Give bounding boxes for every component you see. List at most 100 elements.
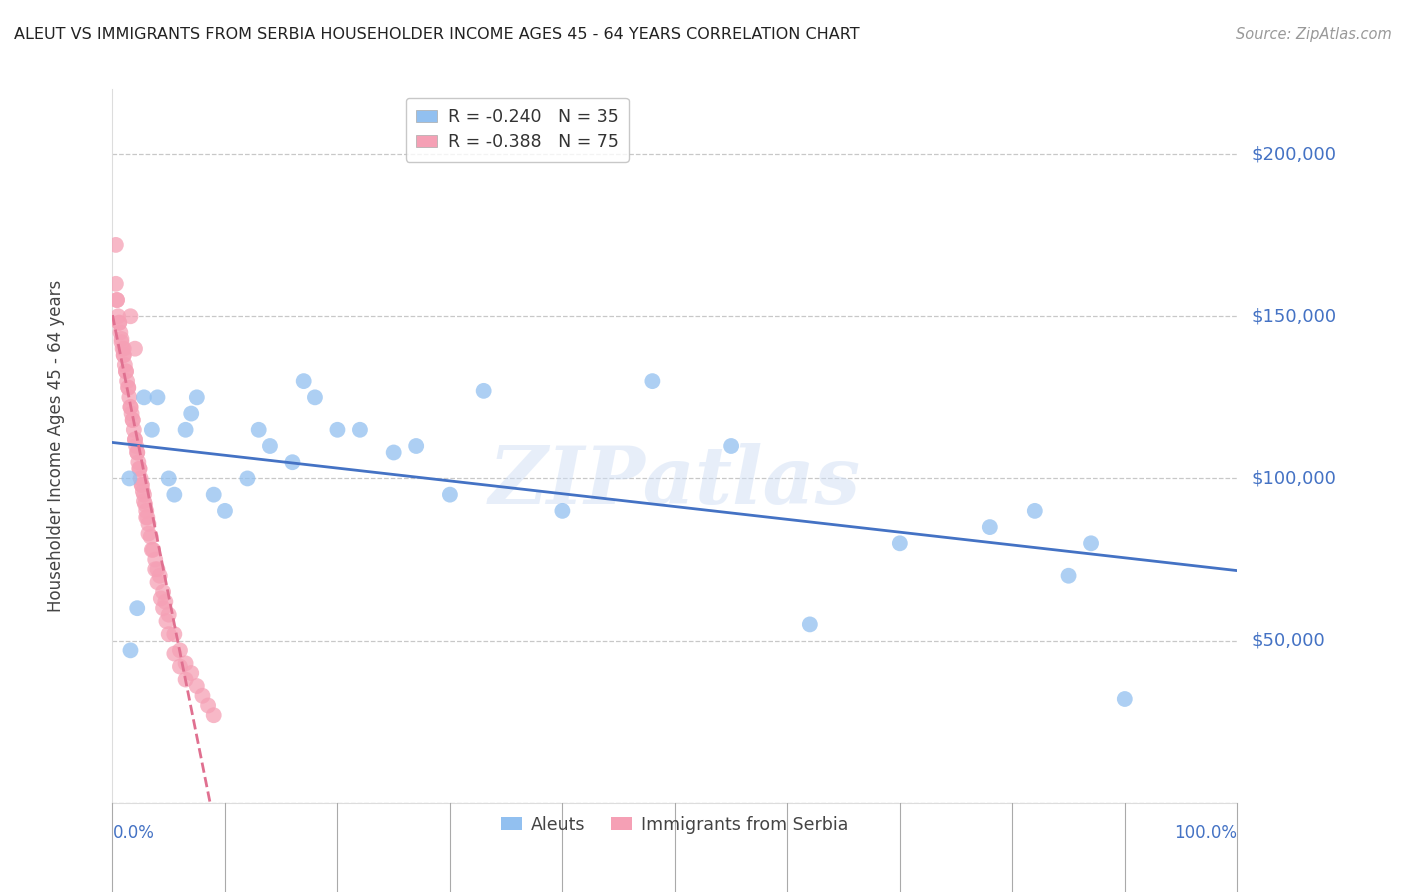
Point [110, 335, 132, 350]
Point [107, 310, 129, 324]
Point [141, 542, 163, 557]
Point [124, 433, 146, 447]
Point [131, 478, 153, 492]
Point [152, 585, 174, 599]
Point [146, 575, 169, 590]
Point [108, 316, 131, 330]
Point [134, 497, 156, 511]
Point [292, 374, 315, 388]
Point [124, 342, 146, 356]
Point [104, 277, 127, 291]
Point [138, 526, 160, 541]
Text: Source: ZipAtlas.com: Source: ZipAtlas.com [1236, 27, 1392, 42]
Point [180, 407, 202, 421]
Point [149, 568, 172, 582]
Point [641, 374, 664, 388]
Point [472, 384, 495, 398]
Point [1114, 692, 1136, 706]
Point [118, 390, 141, 404]
Point [149, 591, 172, 606]
Point [551, 504, 574, 518]
Point [186, 390, 208, 404]
Point [117, 381, 139, 395]
Point [141, 423, 163, 437]
Point [128, 461, 150, 475]
Point [127, 455, 149, 469]
Point [247, 423, 270, 437]
Point [132, 484, 155, 499]
Point [135, 504, 157, 518]
Point [236, 471, 259, 485]
Point [120, 400, 142, 414]
Text: ZIPatlas: ZIPatlas [489, 443, 860, 520]
Point [163, 488, 186, 502]
Point [439, 488, 461, 502]
Point [157, 471, 180, 485]
Legend: Aleuts, Immigrants from Serbia: Aleuts, Immigrants from Serbia [495, 809, 855, 840]
Point [112, 342, 135, 356]
Point [304, 390, 326, 404]
Point [112, 348, 135, 362]
Point [120, 643, 142, 657]
Text: $200,000: $200,000 [1251, 145, 1336, 163]
Point [155, 595, 177, 609]
Point [111, 342, 134, 356]
Point [125, 439, 148, 453]
Point [121, 413, 143, 427]
Point [202, 488, 225, 502]
Point [799, 617, 821, 632]
Point [382, 445, 405, 459]
Point [259, 439, 281, 453]
Point [152, 601, 174, 615]
Point [146, 390, 169, 404]
Point [105, 293, 128, 307]
Point [135, 510, 157, 524]
Text: Householder Income Ages 45 - 64 years: Householder Income Ages 45 - 64 years [48, 280, 65, 612]
Point [157, 607, 180, 622]
Point [129, 471, 152, 485]
Point [1024, 504, 1046, 518]
Point [110, 332, 132, 346]
Text: $150,000: $150,000 [1251, 307, 1336, 326]
Point [132, 488, 155, 502]
Point [117, 381, 139, 395]
Point [104, 238, 127, 252]
Text: $100,000: $100,000 [1251, 469, 1336, 487]
Point [889, 536, 911, 550]
Point [979, 520, 1001, 534]
Point [142, 542, 165, 557]
Point [110, 326, 132, 340]
Point [174, 423, 197, 437]
Point [108, 316, 131, 330]
Point [163, 627, 186, 641]
Point [143, 562, 166, 576]
Point [131, 478, 153, 492]
Point [155, 614, 177, 628]
Text: 100.0%: 100.0% [1174, 824, 1237, 842]
Point [121, 407, 143, 421]
Point [169, 643, 191, 657]
Text: ALEUT VS IMMIGRANTS FROM SERBIA HOUSEHOLDER INCOME AGES 45 - 64 YEARS CORRELATIO: ALEUT VS IMMIGRANTS FROM SERBIA HOUSEHOL… [14, 27, 859, 42]
Point [115, 364, 138, 378]
Point [1057, 568, 1080, 582]
Point [105, 293, 128, 307]
Point [143, 552, 166, 566]
Point [174, 673, 197, 687]
Point [112, 348, 135, 362]
Point [163, 647, 186, 661]
Point [124, 433, 146, 447]
Point [174, 657, 197, 671]
Point [127, 601, 149, 615]
Point [138, 516, 160, 531]
Point [1080, 536, 1102, 550]
Point [127, 445, 149, 459]
Point [326, 423, 349, 437]
Point [169, 659, 191, 673]
Point [197, 698, 219, 713]
Point [136, 510, 159, 524]
Point [122, 423, 145, 437]
Point [120, 400, 142, 414]
Point [180, 666, 202, 681]
Point [132, 390, 155, 404]
Point [157, 627, 180, 641]
